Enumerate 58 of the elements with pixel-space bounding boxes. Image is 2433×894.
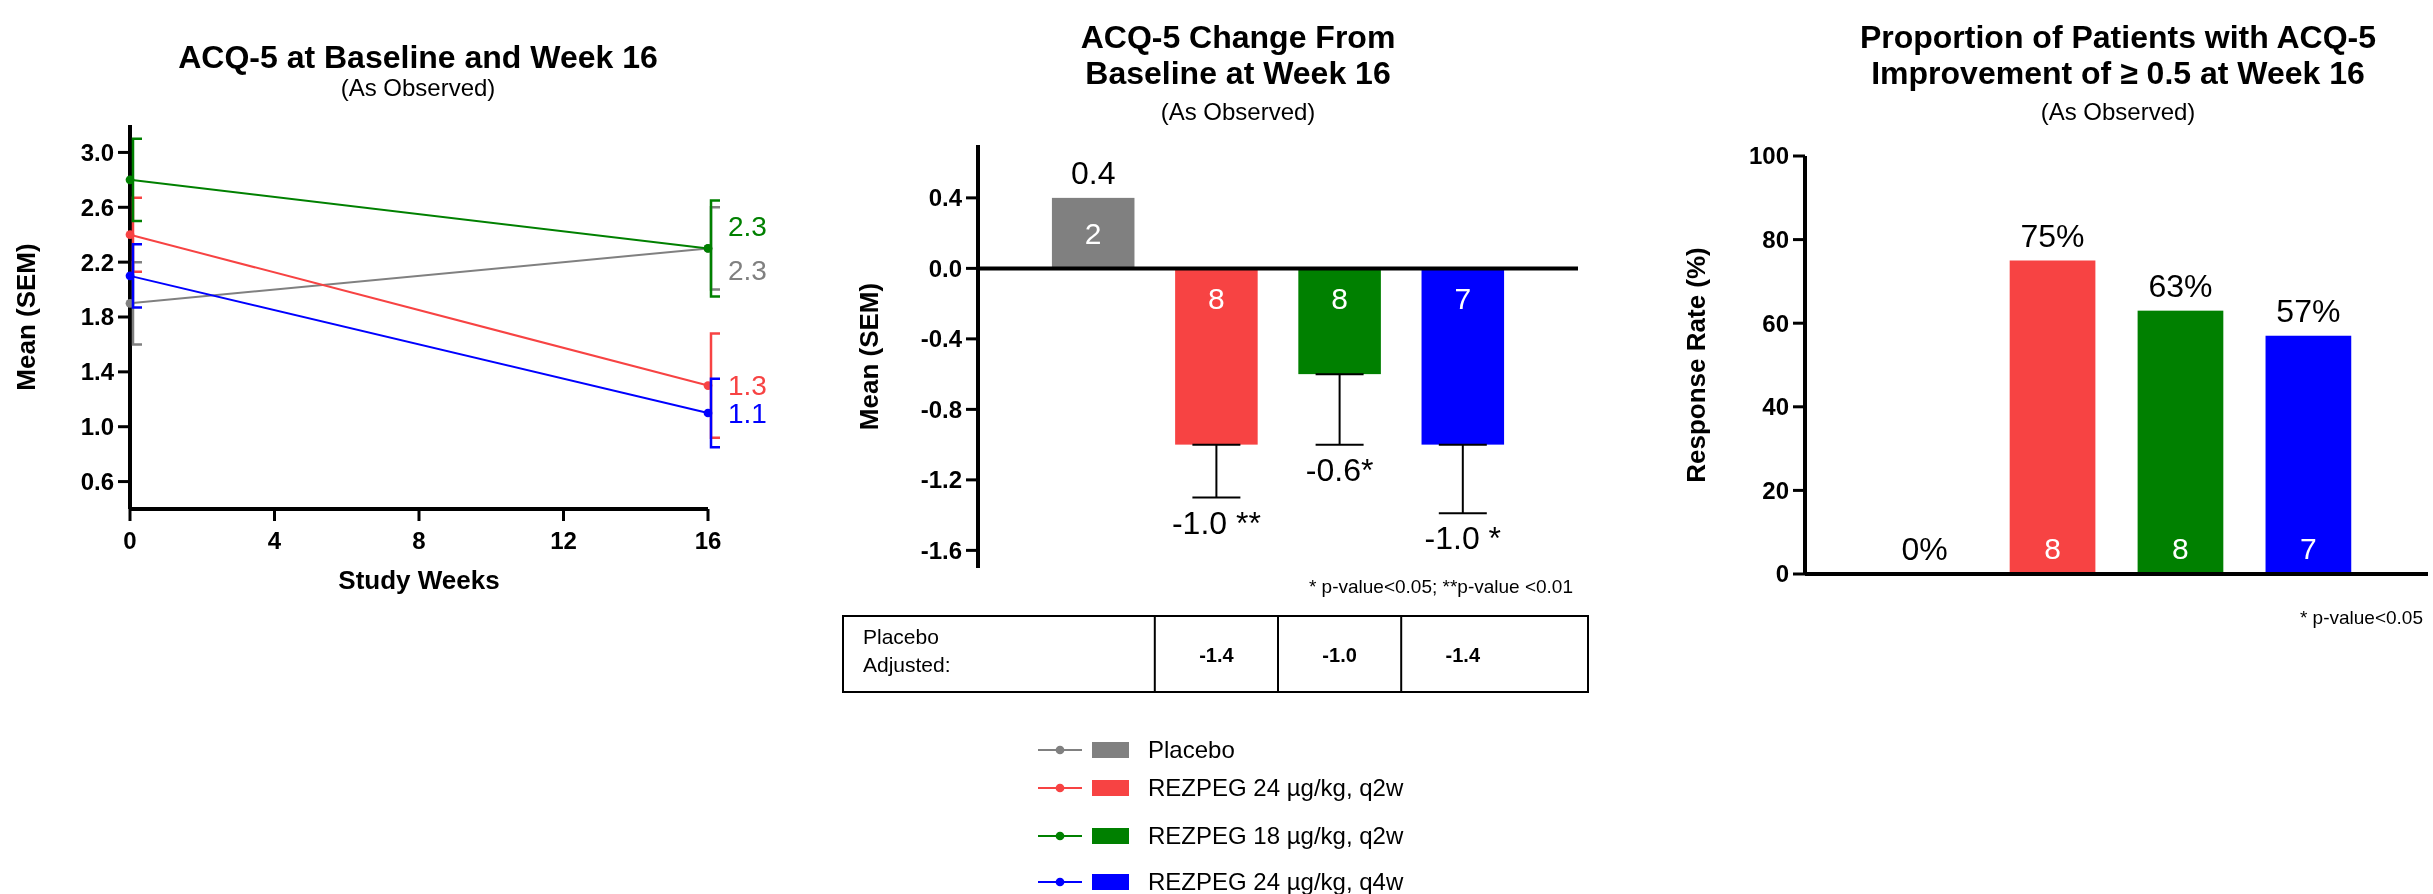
chart-subtitle: (As Observed)	[340, 74, 496, 101]
y-tick-label: 1.4	[80, 358, 115, 386]
text: -1.0	[1322, 644, 1357, 666]
y-tick-label: 1.8	[80, 303, 114, 331]
text: -1.4	[1445, 644, 1481, 666]
legend-label: Placebo	[1148, 736, 1235, 764]
data-label: -0.6*	[1305, 451, 1374, 488]
text: * p-value<0.05	[2299, 607, 2423, 628]
text: Placebo Adjusted:	[863, 625, 951, 676]
text: * p-value<0.05; **p-value <0.01	[1308, 576, 1573, 597]
annotation: 8	[1208, 281, 1225, 315]
text: -1.4	[1199, 644, 1235, 666]
y-tick-label: 60	[1762, 309, 1789, 337]
x-tick-label: 8	[412, 527, 426, 554]
x-axis-title: Study Weeks	[338, 565, 500, 595]
data-label: 63%	[2148, 267, 2213, 304]
data-label: 0%	[1901, 531, 1948, 567]
data-label: 75%	[2020, 217, 2085, 254]
x-tick-label: 12	[550, 527, 577, 554]
y-tick-label: 100	[1748, 142, 1789, 170]
y-tick-label: -0.8	[920, 395, 962, 423]
data-label: 2.3	[728, 255, 767, 287]
y-tick-label: 0.6	[80, 467, 114, 495]
y-tick-label: -1.6	[920, 536, 962, 564]
annotation: 7	[1454, 281, 1472, 315]
y-tick-label: -0.4	[920, 325, 963, 353]
annotation: 7	[2300, 531, 2317, 565]
y-tick-label: 0.0	[928, 254, 962, 282]
legend-label: REZPEG 18 µg/kg, q2w	[1148, 822, 1404, 850]
chart-title: Proportion of Patients with ACQ-5 Improvement of ≥ 0.5 at Week 16	[1859, 19, 2377, 91]
chart-subtitle: (As Observed)	[2040, 98, 2196, 125]
y-tick-label: 40	[1762, 393, 1789, 421]
annotation: 2	[1084, 216, 1102, 250]
y-axis-title: Mean (SEM)	[11, 243, 41, 391]
y-tick-label: 1.0	[80, 413, 114, 441]
data-label: 0.4	[1070, 154, 1116, 191]
x-tick-label: 0	[123, 527, 137, 554]
data-label: -1.0 *	[1424, 520, 1502, 557]
x-tick-label: 4	[267, 527, 282, 554]
y-tick-label: 80	[1762, 226, 1789, 253]
chart-subtitle: (As Observed)	[1160, 98, 1316, 125]
data-label: -1.0 **	[1171, 504, 1261, 541]
y-tick-label: -1.2	[920, 466, 962, 494]
chart-title: ACQ-5 at Baseline and Week 16	[178, 39, 658, 75]
data-label: 57%	[2276, 292, 2341, 329]
annotation: 8	[1331, 281, 1348, 315]
y-tick-label: 2.6	[80, 193, 114, 221]
chart-title: ACQ-5 Change From Baseline at Week 16	[1080, 19, 1396, 91]
legend-label: REZPEG 24 µg/kg, q2w	[1148, 774, 1404, 802]
y-tick-label: 0	[1775, 560, 1789, 588]
y-axis-title: Mean (SEM)	[854, 282, 884, 431]
y-tick-label: 2.2	[80, 248, 114, 276]
y-tick-label: 3.0	[80, 138, 114, 166]
y-tick-label: 20	[1762, 476, 1789, 504]
y-axis-title: Response Rate (%)	[1681, 247, 1711, 483]
y-tick-label: 0.4	[928, 184, 963, 212]
data-label: 2.3	[728, 211, 767, 243]
x-tick-label: 16	[694, 527, 722, 554]
